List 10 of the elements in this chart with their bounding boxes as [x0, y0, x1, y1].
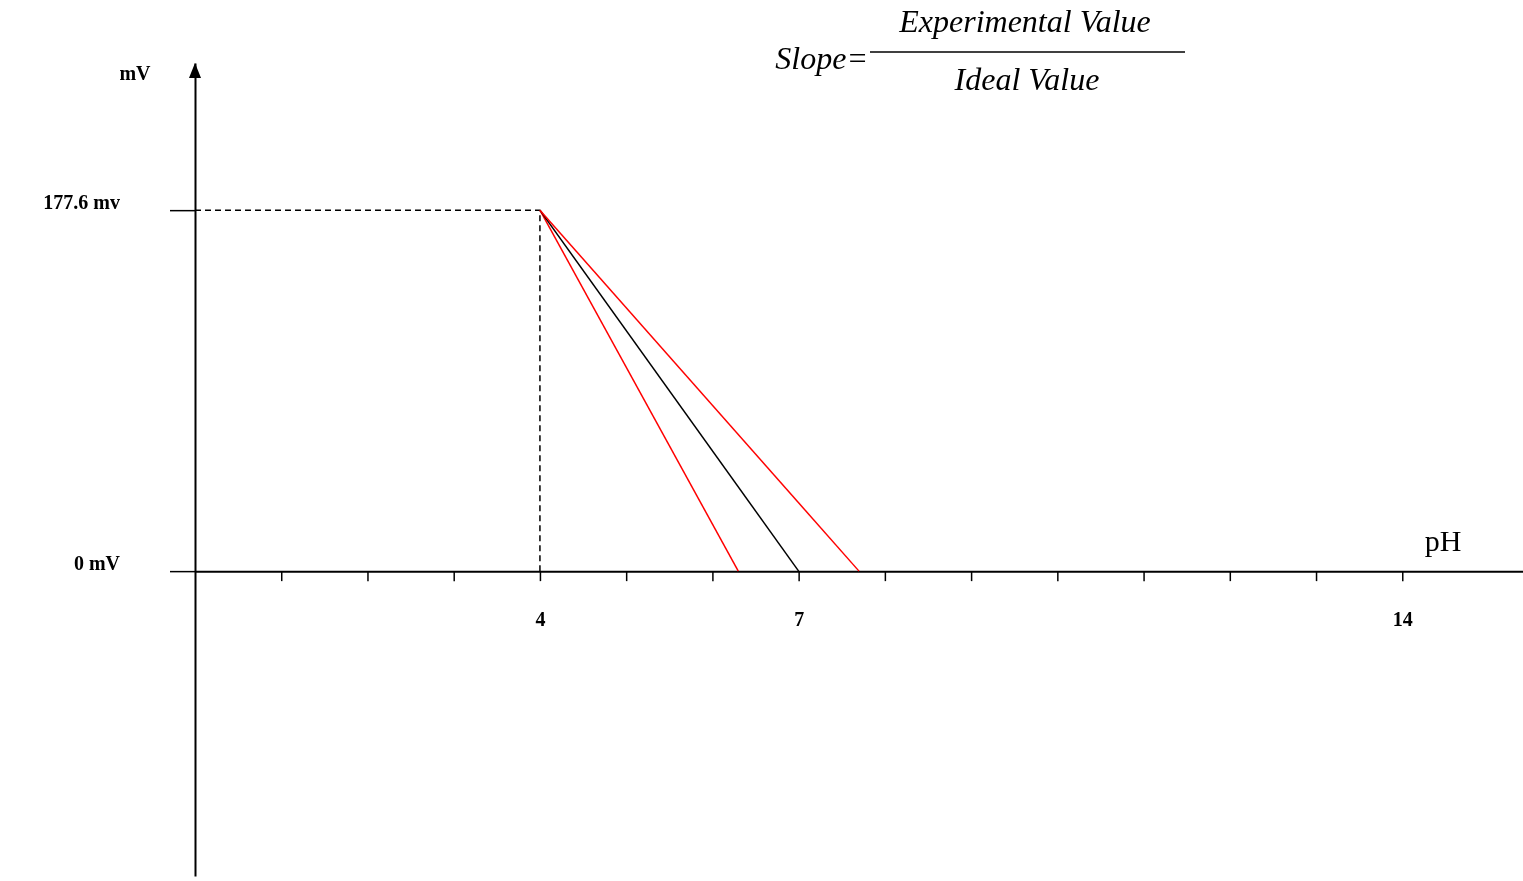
y-axis-title: mV — [119, 62, 152, 84]
text: Experimental Value — [898, 3, 1151, 39]
x-tick-label: 4 — [535, 608, 546, 631]
y-tick-label: 0 mV — [73, 551, 121, 574]
annotation: Slope= — [775, 40, 868, 77]
x-tick-label: 14 — [1392, 608, 1413, 631]
x-axis-title: pH — [1424, 524, 1462, 558]
x-tick-label: 7 — [794, 608, 805, 631]
annotation: Ideal Value — [953, 61, 1100, 97]
y-tick-label: 177.6 mv — [43, 190, 120, 213]
